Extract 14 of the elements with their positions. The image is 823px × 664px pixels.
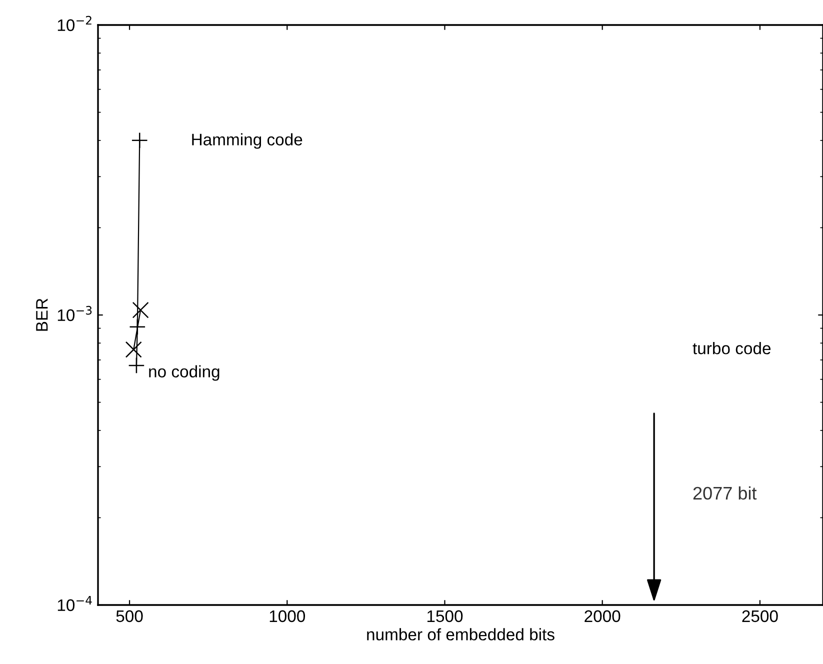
annotation: 2077 bit (693, 486, 757, 500)
y-tick-label: 10$^{−2}$ (58, 16, 92, 32)
x-axis-title: number of embedded bits (367, 628, 554, 640)
y-axis-title: BER (36, 298, 48, 331)
x-tick-label: 1500 (427, 610, 463, 622)
x-tick-label: 1000 (270, 610, 306, 622)
annotation: turbo code (692, 342, 771, 354)
x-tick-label: 2000 (584, 610, 620, 622)
x-tick-label: 500 (116, 610, 143, 622)
annotation: no coding (149, 365, 220, 381)
y-tick-label: 10$^{−3}$ (58, 306, 92, 322)
x-tick-label: 2500 (742, 610, 778, 622)
y-tick-label: 10$^{−4}$ (58, 596, 92, 612)
annotation: Hamming code (192, 133, 302, 149)
